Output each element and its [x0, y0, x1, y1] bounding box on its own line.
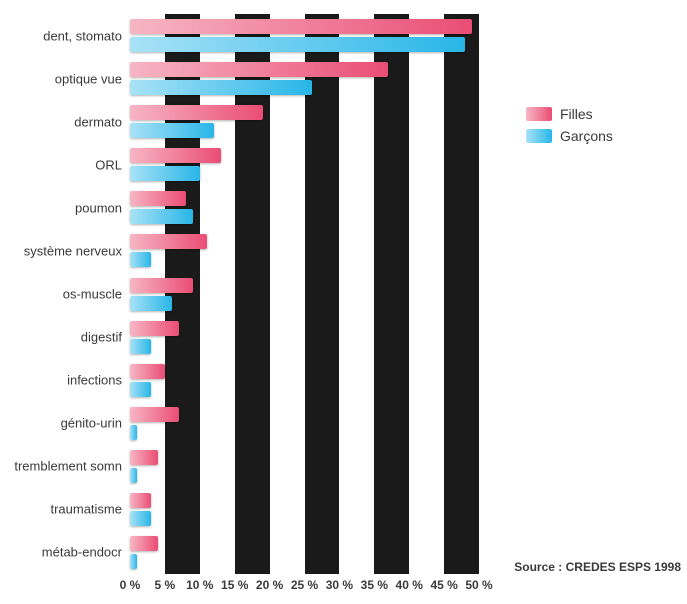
- category-label: tremblement somn: [14, 459, 130, 474]
- x-axis-tick: 30 %: [326, 574, 353, 592]
- bar-garcons: [130, 382, 151, 397]
- legend-label: Garçons: [560, 128, 613, 144]
- category-label: métab-endocr: [42, 545, 130, 560]
- x-axis-tick: 20 %: [256, 574, 283, 592]
- x-axis-tick: 0 %: [120, 574, 141, 592]
- bar-garcons: [130, 554, 137, 569]
- bar-garcons: [130, 339, 151, 354]
- x-axis-tick: 40 %: [396, 574, 423, 592]
- bar-filles: [130, 450, 158, 465]
- legend-item-filles: Filles: [526, 106, 613, 122]
- legend-item-garcons: Garçons: [526, 128, 613, 144]
- x-axis-tick: 10 %: [186, 574, 213, 592]
- category-label: digestif: [81, 330, 130, 345]
- category-label: ORL: [95, 157, 130, 172]
- grid-band: [444, 14, 479, 574]
- bar-filles: [130, 191, 186, 206]
- x-axis-tick: 25 %: [291, 574, 318, 592]
- plot-area: 0 %5 %10 %15 %20 %25 %30 %35 %40 %45 %50…: [130, 14, 500, 574]
- x-axis-tick: 45 %: [430, 574, 457, 592]
- bar-garcons: [130, 80, 312, 95]
- x-axis-tick: 15 %: [221, 574, 248, 592]
- bar-filles: [130, 364, 165, 379]
- bar-filles: [130, 19, 472, 34]
- legend-label: Filles: [560, 106, 593, 122]
- bar-garcons: [130, 123, 214, 138]
- category-label: dent, stomato: [43, 28, 130, 43]
- chart-root: 0 % 5 % 10 % 15 % 20 % 25 % 30 % 35 % 40 % 45 % 50…: [0, 0, 687, 604]
- bar-garcons: [130, 166, 200, 181]
- bar-garcons: [130, 425, 137, 440]
- category-label: os-muscle: [63, 287, 130, 302]
- bar-garcons: [130, 296, 172, 311]
- bar-filles: [130, 62, 388, 77]
- x-axis-tick: 50 %: [465, 574, 492, 592]
- grid-band: [235, 14, 270, 574]
- category-label: poumon: [75, 200, 130, 215]
- bar-garcons: [130, 252, 151, 267]
- bar-filles: [130, 407, 179, 422]
- grid-band: [374, 14, 409, 574]
- bar-filles: [130, 278, 193, 293]
- category-label: dermato: [74, 114, 130, 129]
- legend-swatch: [526, 107, 552, 121]
- bar-garcons: [130, 37, 465, 52]
- grid-band: [165, 14, 200, 574]
- category-label: optique vue: [55, 71, 130, 86]
- category-label: génito-urin: [61, 416, 130, 431]
- bar-filles: [130, 234, 207, 249]
- legend-swatch: [526, 129, 552, 143]
- category-label: infections: [67, 373, 130, 388]
- x-axis-tick: 5 %: [155, 574, 176, 592]
- bar-garcons: [130, 468, 137, 483]
- source-text: Source : CREDES ESPS 1998: [514, 560, 681, 574]
- bar-filles: [130, 321, 179, 336]
- legend: Filles Garçons: [526, 106, 613, 150]
- bar-garcons: [130, 511, 151, 526]
- bar-filles: [130, 148, 221, 163]
- bar-filles: [130, 105, 263, 120]
- bar-filles: [130, 493, 151, 508]
- grid-band: [305, 14, 340, 574]
- bar-garcons: [130, 209, 193, 224]
- category-label: système nerveux: [24, 243, 130, 258]
- bar-filles: [130, 536, 158, 551]
- x-axis-tick: 35 %: [361, 574, 388, 592]
- category-label: traumatisme: [50, 502, 130, 517]
